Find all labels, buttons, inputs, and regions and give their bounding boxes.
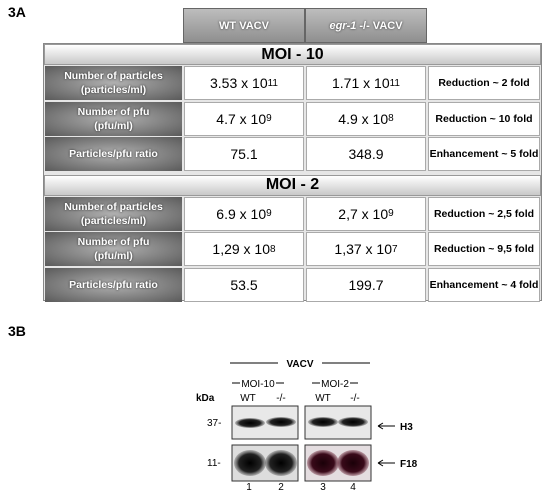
lane-number: 4 — [350, 482, 356, 493]
change-cell: Reduction ~ 2,5 fold — [428, 196, 540, 231]
row-label: Number of particles (particles/ml) — [45, 196, 182, 231]
value-cell: 4.7 x 10 9 — [184, 101, 304, 136]
band — [235, 418, 265, 428]
value-base: 1.71 x 10 — [332, 75, 390, 91]
band — [307, 450, 339, 476]
arrow — [377, 459, 384, 467]
value-cell: 75.1 — [184, 137, 304, 171]
panel-label: 3B — [8, 323, 26, 339]
value-cell: 53.5 — [184, 267, 304, 302]
row-label-line: (particles/ml) — [80, 84, 147, 96]
marker-label: 37- — [207, 418, 221, 429]
band — [265, 450, 297, 476]
row-label: Particles/pfu ratio — [45, 267, 182, 302]
lane-label: -/- — [350, 393, 359, 404]
marker-label: 11- — [207, 458, 221, 469]
protein-label: H3 — [400, 422, 413, 433]
value-base: 4.9 x 10 — [338, 110, 389, 127]
lane-label: WT — [240, 393, 256, 404]
band — [337, 450, 369, 476]
section-title: MOI - 10 — [44, 44, 541, 65]
row-label-line: (pfu/ml) — [94, 250, 133, 262]
value-exponent: 8 — [388, 113, 394, 124]
header-text: WT VACV — [219, 19, 269, 32]
row-label: Number of pfu (pfu/ml) — [45, 101, 182, 136]
value-cell: 1.71 x 10 11 — [306, 66, 426, 100]
change-cell: Enhancement ~ 4 fold — [428, 267, 540, 302]
value-exponent: 11 — [389, 77, 400, 89]
value-base: 2,7 x 10 — [338, 205, 389, 222]
value-exponent: 8 — [270, 243, 276, 255]
value-cell: 1,37 x 10 7 — [306, 232, 426, 266]
lane-number: 2 — [278, 482, 284, 493]
row-label-line: Particles/pfu ratio — [69, 278, 158, 291]
group-label: MOI-10 — [241, 379, 275, 390]
value-cell: 199.7 — [306, 267, 426, 302]
value-cell: 1,29 x 10 8 — [184, 232, 304, 266]
value-base: 199.7 — [348, 276, 384, 293]
header-text: -/- VACV — [359, 19, 403, 32]
value-base: 4.7 x 10 — [216, 110, 267, 127]
unit-label: kDa — [196, 393, 215, 404]
column-header: egr-1 -/- VACV — [305, 8, 427, 43]
value-exponent: 9 — [266, 113, 272, 124]
value-cell: 348.9 — [306, 137, 426, 171]
value-exponent: 9 — [388, 208, 394, 219]
section-title: MOI - 2 — [44, 174, 541, 196]
band — [338, 417, 368, 427]
value-base: 3.53 x 10 — [210, 75, 268, 91]
lane-number: 1 — [246, 482, 252, 493]
value-cell: 2,7 x 10 9 — [306, 196, 426, 231]
virus-label: VACV — [286, 359, 313, 370]
value-cell: 3.53 x 10 11 — [184, 66, 304, 100]
change-cell: Reduction ~ 2 fold — [428, 66, 540, 100]
row-label-line: Number of pfu — [77, 236, 150, 248]
row-label-line: (particles/ml) — [80, 214, 147, 227]
group-label: MOI-2 — [321, 379, 349, 390]
column-header: WT VACV — [183, 8, 305, 43]
band — [266, 417, 296, 427]
row-label-line: Number of particles — [64, 70, 163, 82]
header-italic: egr-1 — [329, 19, 357, 32]
value-cell: 6.9 x 10 9 — [184, 196, 304, 231]
row-label-line: (pfu/ml) — [94, 119, 133, 132]
value-exponent: 11 — [267, 77, 278, 89]
row-label: Particles/pfu ratio — [45, 137, 182, 171]
row-label: Number of particles (particles/ml) — [45, 66, 182, 100]
lane-label: -/- — [276, 393, 285, 404]
row-label-line: Particles/pfu ratio — [69, 148, 158, 160]
lane-number: 3 — [320, 482, 326, 493]
band — [308, 417, 338, 427]
value-base: 1,37 x 10 — [334, 241, 393, 257]
value-base: 348.9 — [348, 146, 384, 162]
value-cell: 4.9 x 10 8 — [306, 101, 426, 136]
panel-label: 3A — [8, 4, 26, 20]
value-exponent: 9 — [266, 208, 272, 219]
row-label-line: Number of pfu — [77, 105, 150, 118]
protein-label: F18 — [400, 459, 418, 470]
lane-label: WT — [315, 393, 331, 404]
value-base: 1,29 x 10 — [212, 241, 271, 257]
value-base: 6.9 x 10 — [216, 205, 267, 222]
value-base: 53.5 — [230, 276, 258, 293]
arrow — [377, 422, 384, 430]
change-cell: Enhancement ~ 5 fold — [428, 137, 540, 171]
change-cell: Reduction ~ 10 fold — [428, 101, 540, 136]
band — [234, 450, 266, 476]
change-cell: Reduction ~ 9,5 fold — [428, 232, 540, 266]
value-base: 75.1 — [230, 146, 258, 162]
row-label-line: Number of particles — [64, 200, 163, 213]
row-label: Number of pfu (pfu/ml) — [45, 232, 182, 266]
value-exponent: 7 — [392, 243, 398, 255]
